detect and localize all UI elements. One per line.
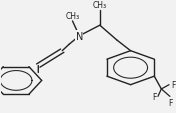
Text: F: F — [153, 92, 157, 101]
Text: CH₃: CH₃ — [93, 1, 107, 10]
Text: N: N — [76, 32, 83, 41]
Text: F: F — [169, 99, 173, 108]
Text: CH₃: CH₃ — [65, 12, 80, 21]
Text: F: F — [171, 80, 175, 89]
